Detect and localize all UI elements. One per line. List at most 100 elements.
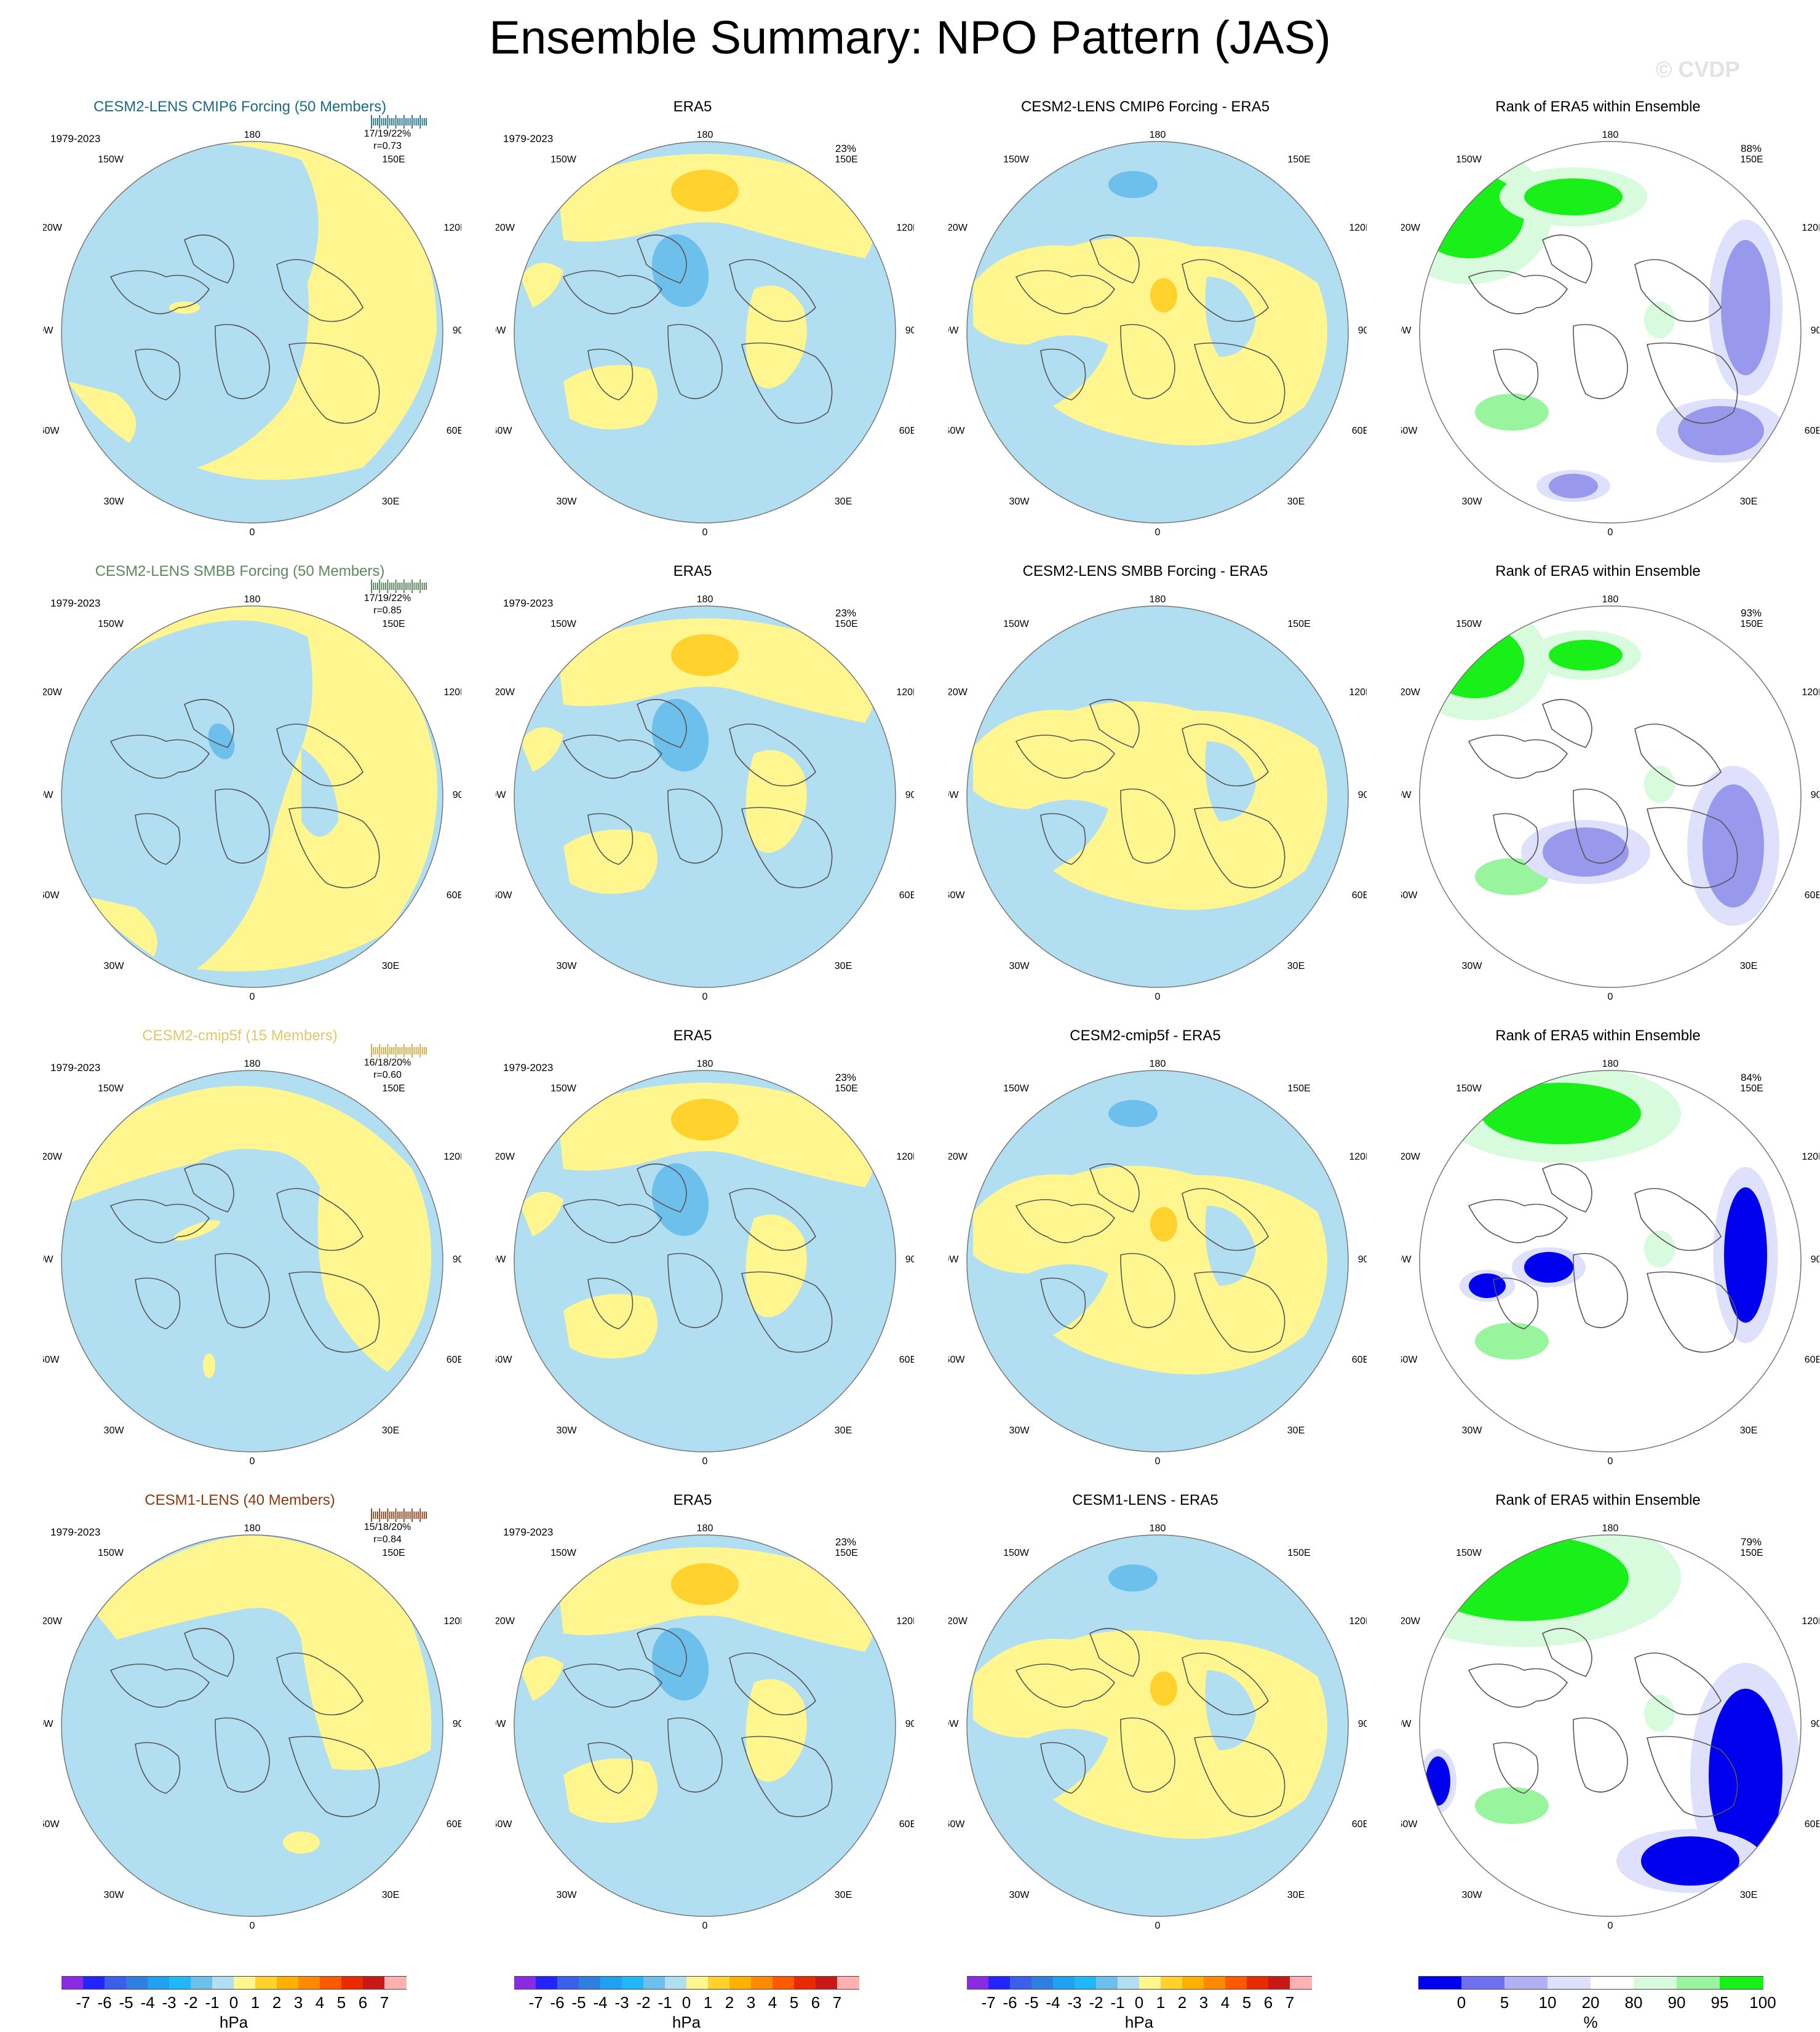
rank-high-region [1644, 1230, 1675, 1267]
longitude-label: 30E [382, 961, 399, 971]
longitude-label: 30W [1009, 1425, 1030, 1436]
map-panel-rank: Rank of ERA5 within Ensemble 93% 180 0 150W 1… [1383, 563, 1819, 1006]
coastline [729, 259, 816, 322]
longitude-label: 90E [1811, 1719, 1819, 1729]
longitude-label: 30E [835, 1425, 852, 1436]
longitude-label: 30E [1740, 961, 1757, 971]
positive-anomaly-region [745, 1679, 807, 1782]
positive-anomaly-region [166, 141, 437, 480]
coastline [135, 1277, 181, 1329]
longitude-label: 90E [453, 1254, 461, 1265]
colorbar-tick-label: -2 [183, 1993, 198, 2012]
colorbar-tick-label: 3 [746, 1993, 756, 2012]
longitude-label: 120E [896, 223, 914, 233]
longitude-label: 90E [1358, 1719, 1367, 1729]
colorbar-tick-label: 10 [1538, 1993, 1557, 2012]
coastline [587, 348, 634, 400]
longitude-label: 30W [104, 1425, 125, 1436]
coastline [729, 1652, 816, 1716]
colorbar-swatch [1139, 1976, 1161, 1990]
coastline [1634, 1188, 1722, 1251]
longitude-label: 120E [443, 1616, 461, 1627]
panel-title: CESM2-LENS CMIP6 Forcing (50 Members) [93, 98, 387, 115]
longitude-label: 150W [1003, 1083, 1030, 1094]
colorbar-swatch [1161, 1976, 1183, 1990]
pattern-correlation: r=0.85 [373, 605, 402, 616]
longitude-label: 30W [104, 961, 125, 971]
coastline [1182, 723, 1269, 787]
longitude-label: 30W [557, 1425, 578, 1436]
colorbar-tick-label: -4 [140, 1993, 155, 2012]
pattern-correlation: r=0.60 [373, 1070, 402, 1080]
coastline [1040, 348, 1086, 400]
longitude-label: 150W [1456, 619, 1482, 629]
longitude-label: 120E [1802, 1152, 1819, 1162]
coastline [1541, 699, 1592, 748]
coastline [562, 1663, 663, 1708]
longitude-label: 30E [382, 1890, 399, 1900]
longitude-label: 90E [905, 325, 914, 336]
negative-anomaly-region [1205, 277, 1256, 357]
longitude-label: 60E [899, 426, 914, 436]
map-border [966, 605, 1349, 988]
longitude-label: 90W [1401, 1254, 1412, 1265]
longitude-label: 150E [1287, 1548, 1310, 1558]
colorbar-tick-label: 1 [250, 1993, 260, 2012]
coastline [667, 1253, 723, 1328]
period-label: 1979-2023 [50, 1526, 101, 1538]
longitude-label: 150W [1456, 1083, 1482, 1094]
longitude-label: 90W [43, 325, 54, 336]
longitude-label: 60W [496, 1819, 512, 1830]
colorbar-tick-label: 20 [1581, 1993, 1600, 2012]
longitude-label: 150W [1003, 619, 1030, 629]
colorbar-unit: hPa [219, 2013, 248, 2031]
ensemble-spread-barcode [371, 115, 427, 129]
coastline [741, 807, 833, 888]
coastline [1015, 1663, 1116, 1708]
longitude-label: 60W [1401, 1355, 1418, 1365]
ensemble-spread-barcode [371, 580, 427, 593]
colorbar-tick-label: 6 [358, 1993, 368, 2012]
longitude-label: 60E [1805, 426, 1819, 436]
positive-anomaly-max [1150, 1207, 1177, 1241]
coastline [183, 234, 234, 284]
longitude-label: 180 [244, 1059, 261, 1069]
colorbar-tick-label: 0 [229, 1993, 239, 2012]
longitude-label: 0 [1155, 992, 1161, 1002]
watermark: © CVDP [1656, 57, 1740, 82]
longitude-label: 180 [1150, 1059, 1166, 1069]
period-label: 1979-2023 [503, 1526, 554, 1538]
longitude-label: 0 [250, 992, 255, 1002]
panel-title: CESM1-LENS (40 Members) [145, 1492, 335, 1508]
coastline [636, 234, 687, 284]
panel-title: Rank of ERA5 within Ensemble [1495, 563, 1701, 580]
colorbar-swatch [1548, 1976, 1591, 1990]
colorbar-tick-label: 7 [379, 1993, 389, 2012]
colorbar-tick-label: 5 [789, 1993, 799, 2012]
longitude-label: 60E [1352, 1819, 1367, 1830]
coastline [276, 723, 364, 787]
positive-anomaly-region [563, 1758, 658, 1823]
coastline [183, 699, 234, 748]
longitude-label: 90W [1401, 790, 1412, 800]
colorbar-swatch [277, 1976, 299, 1990]
longitude-label: 30W [1462, 1890, 1483, 1900]
colorbar-swatch [1010, 1976, 1032, 1990]
colorbar-swatch [191, 1976, 213, 1990]
longitude-label: 150E [1740, 1548, 1763, 1558]
colorbar-swatch [298, 1976, 320, 1990]
longitude-label: 30W [557, 496, 578, 507]
colorbar-tick-label: -4 [593, 1993, 608, 2012]
explained-variance-label: 23% [835, 1536, 857, 1548]
colorbar-tick-label: -6 [1003, 1993, 1017, 2012]
coastline [288, 807, 380, 888]
colorbar-tick-label: -5 [1024, 1993, 1039, 2012]
